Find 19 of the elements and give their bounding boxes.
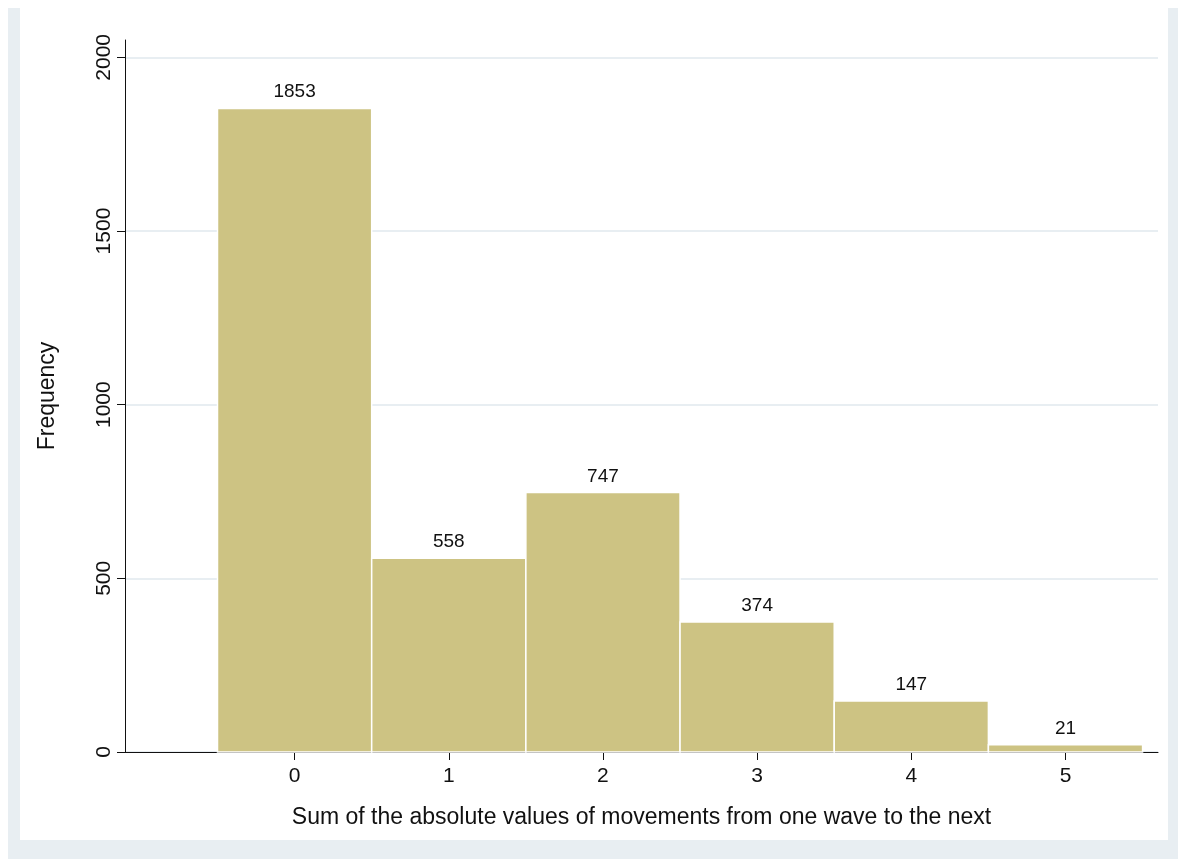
x-tick-label: 0 [288, 763, 301, 786]
y-tick-label: 500 [91, 560, 114, 596]
x-tick-label: 1 [442, 763, 455, 786]
data-label: 374 [741, 594, 774, 616]
y-tick-label: 1500 [91, 207, 114, 255]
x-tick-label: 4 [905, 763, 918, 786]
x-tick-label: 2 [597, 763, 609, 786]
x-tick-label: 5 [1059, 763, 1072, 786]
x-axis-title: Sum of the absolute values of movements from one wave to the next [291, 802, 992, 829]
x-tick-label: 3 [751, 763, 763, 786]
data-label: 747 [587, 464, 619, 486]
y-tick-label: 1000 [91, 381, 114, 429]
data-label: 147 [895, 672, 928, 694]
data-label: 1853 [273, 80, 316, 102]
data-label: 558 [432, 530, 465, 552]
y-tick-label: 0 [91, 746, 114, 758]
data-label: 21 [1054, 716, 1077, 738]
y-axis-title: Frequency [32, 341, 59, 451]
y-tick-label: 2000 [91, 34, 114, 81]
